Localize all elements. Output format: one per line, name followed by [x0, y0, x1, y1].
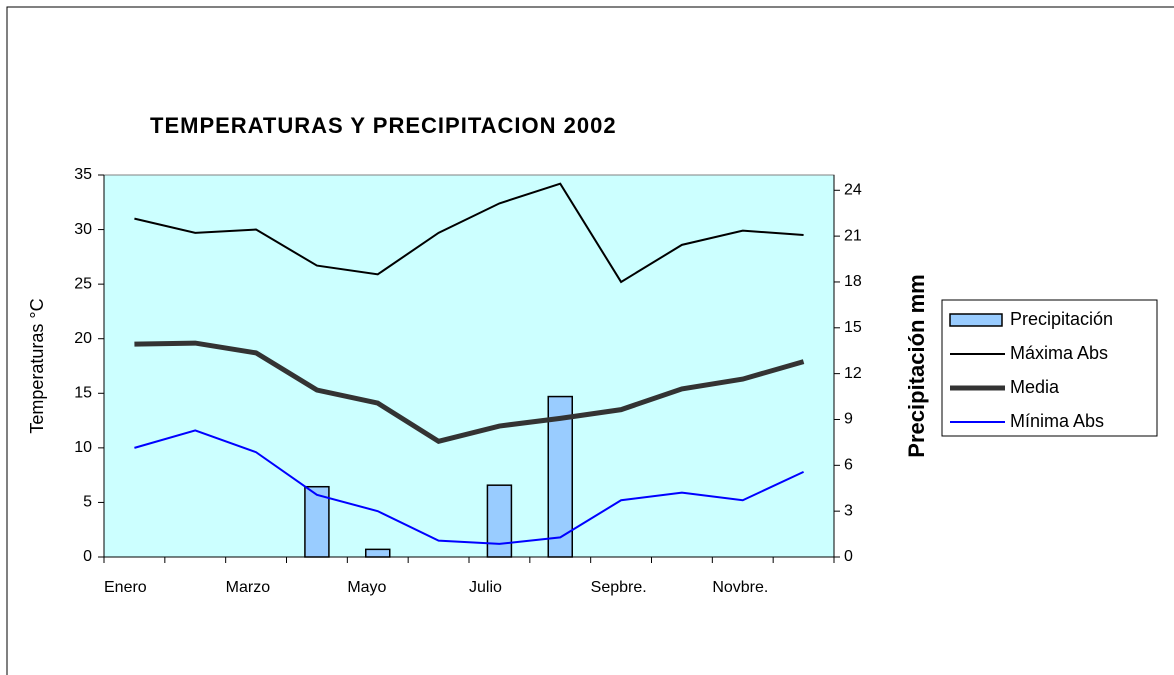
y2-tick-label: 9: [844, 411, 853, 428]
y2-tick-label: 0: [844, 548, 853, 565]
bar: [365, 548, 391, 558]
legend-swatch: [949, 313, 1003, 327]
line-series: [134, 340, 805, 444]
y2-tick-label: 12: [844, 365, 862, 382]
y2-tick-label: 18: [844, 273, 862, 290]
y-tick-label: 10: [74, 439, 92, 456]
y-tick-label: 20: [74, 330, 92, 347]
legend-label: Precipitación: [1010, 309, 1113, 329]
x-tick-label: Enero: [104, 579, 147, 596]
y2-tick-label: 6: [844, 457, 853, 474]
x-tick-label: Novbre.: [712, 579, 768, 596]
y-axis-label: Temperaturas °C: [27, 298, 47, 433]
x-tick-label: Marzo: [226, 579, 271, 596]
bar: [304, 485, 330, 558]
y-tick-label: 5: [83, 494, 92, 511]
y-tick-label: 25: [74, 275, 92, 292]
y2-axis-label: Precipitación mm: [904, 274, 929, 457]
y2-tick-label: 3: [844, 502, 853, 519]
legend-label: Mínima Abs: [1010, 411, 1104, 431]
chart-title: TEMPERATURAS Y PRECIPITACION 2002: [150, 113, 617, 138]
bar: [547, 395, 573, 558]
line-series: [134, 429, 805, 545]
x-tick-label: Julio: [469, 579, 502, 596]
y-tick-label: 30: [74, 221, 92, 238]
y2-tick-label: 24: [844, 181, 862, 198]
y2-tick-label: 21: [844, 227, 862, 244]
y-tick-label: 15: [74, 385, 92, 402]
y-tick-label: 35: [74, 166, 92, 183]
y-tick-label: 0: [83, 548, 92, 565]
bar: [486, 484, 513, 558]
legend-label: Media: [1010, 377, 1060, 397]
y2-tick-label: 15: [844, 319, 862, 336]
line-series: [134, 182, 804, 284]
x-tick-label: Sepbre.: [591, 579, 647, 596]
x-tick-label: Mayo: [347, 579, 386, 596]
legend-label: Máxima Abs: [1010, 343, 1108, 363]
